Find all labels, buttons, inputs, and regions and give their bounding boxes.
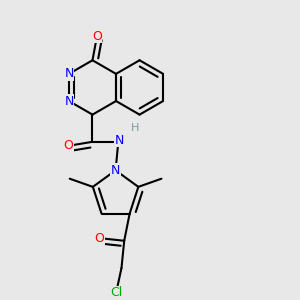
- Text: O: O: [92, 30, 102, 43]
- Text: O: O: [94, 232, 104, 244]
- Text: N: N: [64, 68, 74, 80]
- Text: N: N: [115, 134, 124, 147]
- Text: H: H: [131, 123, 139, 133]
- Text: N: N: [111, 164, 120, 177]
- Text: O: O: [63, 140, 73, 152]
- Text: Cl: Cl: [110, 286, 122, 299]
- Text: N: N: [64, 94, 74, 107]
